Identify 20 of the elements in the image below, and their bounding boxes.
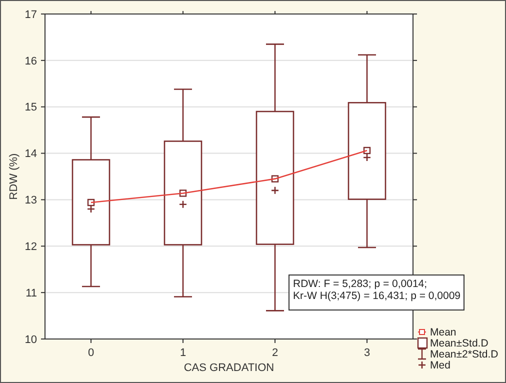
x-tick-label: 1 [180,347,186,359]
y-tick-label: 11 [26,287,37,300]
x-tick-label: 0 [88,347,94,359]
y-tick-label: 15 [24,102,37,114]
y-axis-title: RDW (%) [8,153,20,200]
x-tick-label: 2 [272,347,278,359]
text: Med [430,360,451,372]
legend-label: Mean [430,326,456,339]
y-tick-label: 17 [24,8,37,21]
text: Mean±2*Std.D [430,348,499,361]
y-tick-label: 16 [24,55,37,68]
annotation: RDW: F = 5,283; p = 0,0014; [293,278,428,290]
y-tick-label: 10 [24,334,37,346]
legend-label: Mean±Std.D [430,338,489,350]
x-axis-title: CAS GRADATION [184,362,274,374]
annotation: Kr-W H(3;475) = 16,431; p = 0,0009 [293,290,461,302]
x-tick-label: 3 [364,347,370,359]
y-tick-label: 12 [24,240,37,253]
y-tick-label: 14 [24,148,37,160]
y-tick-label: 13 [24,194,37,207]
